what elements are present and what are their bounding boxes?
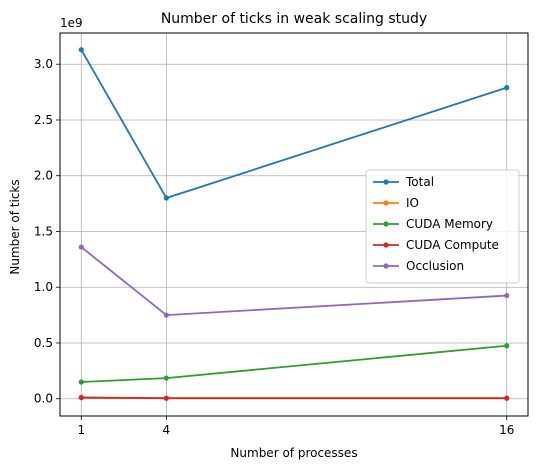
series-cuda-compute [78,395,510,401]
y-tick-label: 2.5 [34,113,53,127]
legend-swatch-marker [383,179,389,185]
legend-item-total: Total [373,175,434,189]
series-line-cuda-compute [81,396,507,400]
data-point-total [504,85,510,91]
legend-swatch-marker [383,221,389,227]
y-tick-label: 3.0 [34,57,53,71]
legend: Total IO CUDA Memory CUDA Compute Occlusion [365,169,520,284]
x-tick-label: 16 [499,423,514,437]
y-tick-label: 2.0 [34,169,53,183]
y-axis-label: Number of ticks [8,179,22,274]
y-tick-label: 1.5 [34,224,53,238]
y-axis-scale-label: 1e9 [60,16,83,30]
data-point-cuda-compute [504,395,510,401]
legend-label: CUDA Memory [406,217,493,231]
legend-swatch-marker [383,200,389,206]
data-point-occlusion [78,244,84,250]
plot-frame [59,32,529,417]
legend-swatch-marker [383,263,389,269]
legend-box [365,169,520,284]
data-point-cuda-compute [78,395,84,401]
y-tick-label: 0.5 [34,336,53,350]
legend-item-io: IO [373,196,419,210]
data-point-total [78,47,84,53]
x-tick-label: 4 [163,423,171,437]
legend-label: Occlusion [406,259,464,273]
legend-swatch-marker [383,242,389,248]
legend-label: CUDA Compute [406,238,499,252]
legend-label: IO [406,196,419,210]
series-lines [78,47,510,401]
y-tick-label: 1.0 [34,280,53,294]
x-axis-label: Number of processes [230,446,357,460]
series-occlusion [78,244,510,318]
data-point-occlusion [504,292,510,299]
legend-item-cuda-compute: CUDA Compute [373,238,499,252]
chart-title: Number of ticks in weak scaling study [161,11,427,27]
legend-label: Total [405,175,434,189]
y-tick-label: 0.0 [34,392,53,406]
axis-ticks: 0.0 0.5 1.0 1.5 2.0 2.5 3.0 1 4 16 [34,57,514,437]
series-total [78,47,510,201]
data-point-cuda-compute [163,395,169,401]
x-tick-label: 1 [77,423,85,437]
data-point-occlusion [163,312,169,318]
data-point-cuda-memory [504,343,510,349]
legend-item-cuda-memory: CUDA Memory [373,217,493,231]
data-point-total [163,195,169,201]
data-point-cuda-memory [163,375,169,381]
data-point-cuda-memory [78,379,84,385]
legend-item-occlusion: Occlusion [373,259,464,273]
series-cuda-memory [78,343,510,385]
